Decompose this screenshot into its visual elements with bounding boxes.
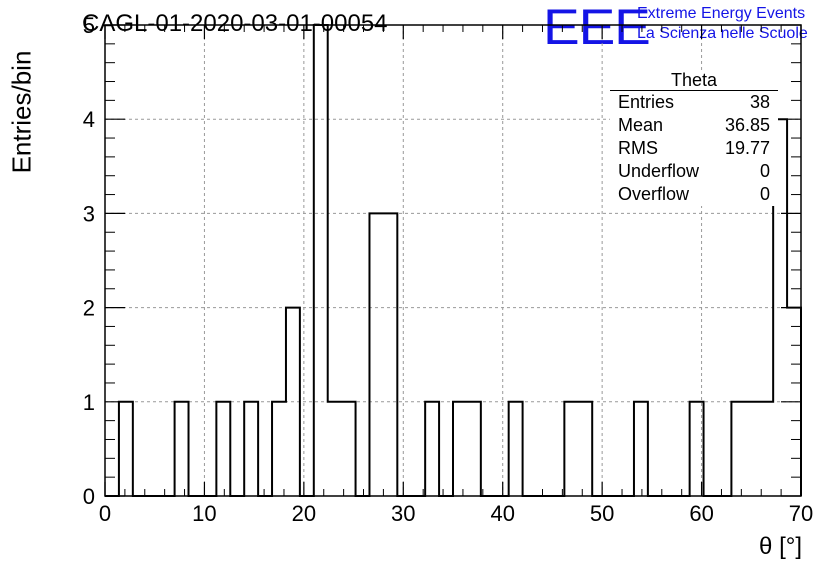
x-tick-label: 20	[292, 501, 316, 526]
logo-subtitle-1: Extreme Energy Events	[637, 5, 806, 22]
x-tick-label: 30	[391, 501, 415, 526]
axis-ticks	[104, 24, 802, 497]
stats-row-underflow: Underflow 0	[610, 160, 778, 183]
x-tick-label: 40	[490, 501, 514, 526]
y-tick-label: 5	[83, 13, 95, 38]
eee-logo: EEE	[543, 0, 651, 55]
stats-box: Theta Entries 38 Mean 36.85 RMS 19.77 Un…	[610, 70, 778, 206]
plot-frame	[104, 24, 802, 497]
stats-label: Mean	[618, 115, 664, 135]
logo-subtitle-2: La Scienza nelle Scuole	[637, 25, 808, 42]
x-tick-label: 70	[789, 501, 813, 526]
x-tick-label: 0	[99, 501, 111, 526]
y-axis-label: Entries/bin	[6, 50, 37, 174]
y-tick-label: 2	[83, 296, 95, 321]
stats-label: Entries	[618, 92, 675, 112]
x-tick-label: 10	[192, 501, 216, 526]
stats-label: Underflow	[618, 161, 700, 181]
x-tick-label: 50	[590, 501, 614, 526]
stats-title: Theta	[610, 70, 778, 91]
y-tick-label: 4	[83, 107, 95, 132]
stats-value: 0	[759, 184, 770, 204]
stats-value: 38	[749, 92, 770, 112]
stats-value: 36.85	[724, 115, 770, 135]
y-tick-label: 3	[83, 201, 95, 226]
tick-labels: 0 10 20 30 40 50 60 70 0 1 2 3 4 5	[83, 13, 813, 526]
stats-row-overflow: Overflow 0	[610, 183, 778, 206]
stats-value: 0	[759, 161, 770, 181]
stats-value: 19.77	[724, 138, 770, 158]
stats-row-rms: RMS 19.77	[610, 137, 778, 160]
stats-row-entries: Entries 38	[610, 91, 778, 114]
x-tick-label: 60	[689, 501, 713, 526]
y-tick-label: 1	[83, 390, 95, 415]
stats-label: RMS	[618, 138, 658, 158]
stats-label: Overflow	[618, 184, 690, 204]
x-axis-label: θ [°]	[759, 533, 802, 560]
histogram-line	[105, 24, 802, 497]
y-tick-label: 0	[83, 484, 95, 509]
chart-title: CAGL-01-2020-03-01-00054	[82, 10, 388, 37]
grid-lines	[105, 25, 801, 496]
stats-row-mean: Mean 36.85	[610, 114, 778, 137]
